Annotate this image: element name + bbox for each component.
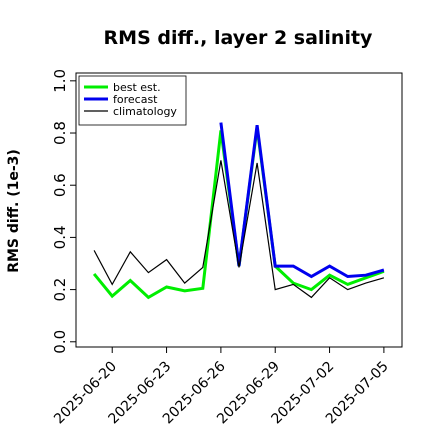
chart-title: RMS diff., layer 2 salinity [104, 27, 374, 49]
legend-label-0: best est. [113, 81, 161, 94]
y-tick-label-2: 0.4 [51, 225, 69, 249]
x-axis: 2025-06-202025-06-232025-06-262025-06-29… [51, 347, 392, 427]
series-line-2 [93, 160, 385, 299]
y-tick-label-5: 1.0 [51, 69, 69, 93]
y-tick-label-0: 0.0 [51, 330, 69, 354]
y-tick-label-3: 0.6 [51, 173, 69, 197]
plot-area-frame [75, 72, 403, 348]
y-tick-label-1: 0.2 [51, 278, 69, 302]
series-layer [92, 122, 385, 300]
y-axis-label: RMS diff. (1e-3) [6, 149, 22, 273]
series-line-1 [219, 122, 385, 279]
legend-label-2: climatology [113, 105, 177, 118]
legend-label-1: forecast [113, 93, 158, 106]
y-tick-label-4: 0.8 [51, 121, 69, 145]
y-axis: 0.0 0.2 0.4 0.6 0.8 1.0 [51, 69, 76, 354]
